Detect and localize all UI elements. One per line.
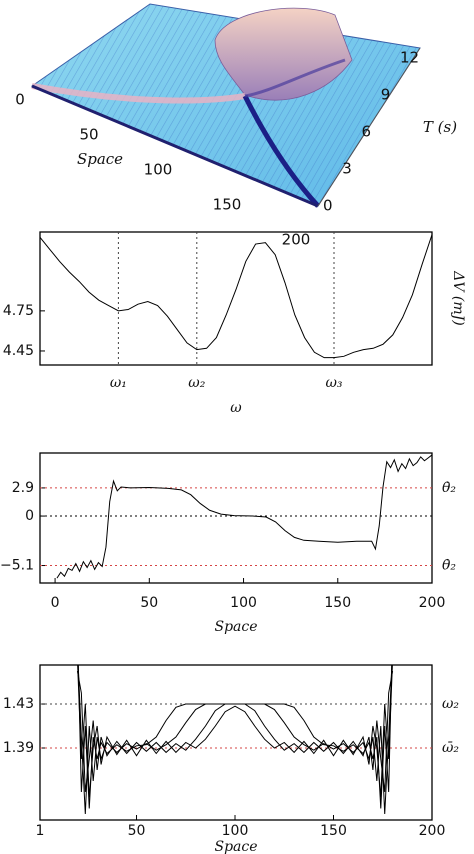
x-axis-label: Space [214,839,257,854]
y-tick-label: 4.75 [3,303,34,319]
x-axis-label: ω [230,400,242,416]
data-line [77,665,393,798]
x-axis-label: Space [77,150,123,168]
x-tick-label: 200 [419,595,446,611]
y-tick-label: 9 [381,86,391,104]
y-tick-label: 0 [25,508,34,524]
ref-line-label: θ̇₂ [442,480,456,496]
y-tick-label: 2.9 [12,480,34,496]
ref-line-label: θ̇₂ [442,558,456,574]
surface-edge [317,47,421,207]
surface-trail [244,58,346,98]
ref-line-label: ω₂ [442,696,459,712]
y-tick-label: 0 [323,197,333,215]
x-tick-label: ω₂ [188,375,205,391]
x-tick-label: 100 [144,161,173,179]
y-tick-label: 1.43 [3,696,34,712]
surface-trail [242,94,320,208]
x-tick-label: 50 [79,126,98,144]
y-tick-label: −5.1 [0,558,34,574]
x-tick-label: 150 [324,595,351,611]
y-tick-label: 6 [362,123,372,141]
plot-frame [39,452,433,584]
data-line [40,234,432,359]
x-tick-label: 100 [222,823,249,839]
x-tick-label: 200 [419,823,446,839]
surface-edge [31,84,319,208]
x-tick-label: ω₃ [325,375,342,391]
y-axis-label: T (s) [423,118,457,136]
plot-frame [39,664,433,821]
data-line [77,665,393,814]
y-tick-label: 1.39 [3,740,34,756]
x-tick-label: 50 [128,823,146,839]
data-line [56,454,432,579]
ref-line-label: ω̄₂ [442,740,459,756]
x-tick-label: 0 [15,91,25,109]
x-tick-label: 1 [36,823,45,839]
x-tick-label: ω₁ [110,375,127,391]
y-axis-label: ΔV (mJ) [450,270,466,325]
y-tick-label: 3 [342,160,352,178]
data-line [76,670,394,793]
x-tick-label: 0 [51,595,60,611]
x-tick-label: 200 [282,231,311,249]
plot-frame [39,231,433,366]
surface-band [31,83,246,104]
x-tick-label: 150 [320,823,347,839]
x-tick-label: 100 [230,595,257,611]
x-tick-label: 50 [140,595,158,611]
y-tick-label: 4.45 [3,343,34,359]
data-line [77,665,393,809]
surface-mound [214,7,353,101]
y-tick-label: 12 [400,49,419,67]
x-tick-label: 150 [213,196,242,214]
x-axis-label: Space [214,619,257,635]
